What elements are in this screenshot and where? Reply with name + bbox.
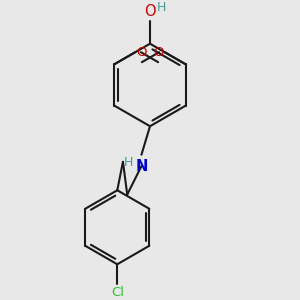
Text: O: O — [136, 46, 147, 59]
Text: H: H — [124, 156, 133, 169]
Text: O: O — [153, 46, 164, 59]
Text: Cl: Cl — [111, 286, 124, 298]
Text: O: O — [144, 4, 156, 20]
Text: N: N — [135, 159, 148, 174]
Text: H: H — [157, 1, 167, 14]
